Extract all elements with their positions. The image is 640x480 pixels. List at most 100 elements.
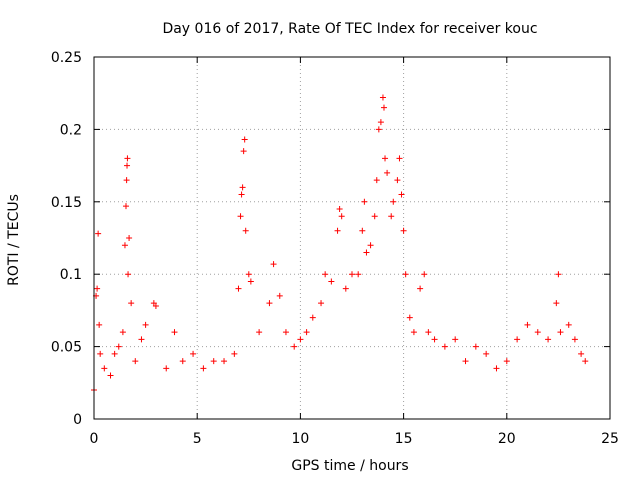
data-points bbox=[91, 94, 589, 394]
x-axis-label: GPS time / hours bbox=[291, 458, 408, 474]
data-point bbox=[142, 321, 149, 328]
data-point bbox=[472, 343, 479, 350]
data-point bbox=[270, 261, 277, 268]
data-point bbox=[373, 177, 380, 184]
data-point bbox=[101, 365, 108, 372]
data-point bbox=[200, 365, 207, 372]
data-point bbox=[363, 249, 370, 256]
data-point bbox=[322, 271, 329, 278]
data-point bbox=[179, 358, 186, 365]
data-point bbox=[125, 271, 132, 278]
x-tick-label: 0 bbox=[90, 431, 99, 447]
grid-lines bbox=[94, 57, 610, 419]
data-point bbox=[152, 303, 159, 310]
data-point bbox=[336, 206, 343, 213]
data-point bbox=[410, 329, 417, 336]
data-point bbox=[309, 314, 316, 321]
data-point bbox=[578, 350, 585, 357]
data-point bbox=[163, 365, 170, 372]
y-tick-label: 0.05 bbox=[51, 340, 82, 356]
data-point bbox=[396, 155, 403, 162]
y-tick-label: 0.2 bbox=[60, 122, 82, 138]
data-point bbox=[557, 329, 564, 336]
data-point bbox=[402, 271, 409, 278]
data-point bbox=[256, 329, 263, 336]
data-point bbox=[417, 285, 424, 292]
data-point bbox=[276, 292, 283, 299]
data-point bbox=[240, 148, 247, 155]
data-point bbox=[123, 177, 130, 184]
data-point bbox=[282, 329, 289, 336]
data-point bbox=[318, 300, 325, 307]
data-point bbox=[124, 162, 131, 169]
y-tick-label: 0.25 bbox=[51, 50, 82, 66]
data-point bbox=[126, 235, 133, 241]
data-point bbox=[121, 242, 128, 249]
data-point bbox=[128, 300, 135, 307]
data-point bbox=[124, 155, 131, 162]
data-point bbox=[441, 343, 448, 350]
x-tick-label: 5 bbox=[193, 431, 202, 447]
data-point bbox=[553, 300, 560, 307]
data-point bbox=[334, 227, 341, 234]
data-point bbox=[237, 213, 244, 220]
data-point bbox=[355, 271, 362, 278]
y-tick-label: 0.15 bbox=[51, 195, 82, 211]
data-point bbox=[371, 213, 378, 220]
data-point bbox=[107, 372, 114, 379]
x-tick-label: 25 bbox=[601, 431, 619, 447]
data-point bbox=[95, 230, 102, 237]
data-point bbox=[242, 227, 249, 234]
data-point bbox=[122, 203, 129, 210]
data-point bbox=[171, 329, 178, 336]
data-point bbox=[379, 94, 386, 101]
data-point bbox=[303, 329, 310, 336]
data-point bbox=[582, 358, 589, 365]
y-tick-label: 0.1 bbox=[60, 267, 82, 283]
data-point bbox=[406, 314, 413, 321]
data-point bbox=[377, 119, 384, 126]
data-point bbox=[421, 271, 428, 278]
data-point bbox=[94, 285, 101, 292]
data-point bbox=[247, 278, 254, 285]
data-point bbox=[138, 336, 145, 343]
data-point bbox=[190, 350, 197, 357]
data-point bbox=[297, 336, 304, 343]
data-point bbox=[452, 336, 459, 343]
data-point bbox=[534, 329, 541, 336]
data-point bbox=[119, 329, 126, 336]
y-axis-label: ROTI / TECUs bbox=[6, 194, 22, 286]
data-point bbox=[571, 336, 578, 343]
data-point bbox=[115, 343, 122, 350]
data-point bbox=[398, 191, 405, 198]
data-point bbox=[239, 184, 246, 191]
data-point bbox=[388, 213, 395, 220]
y-tick-label: 0 bbox=[73, 412, 82, 428]
data-point bbox=[238, 191, 245, 198]
data-point bbox=[361, 198, 368, 205]
data-point bbox=[221, 358, 228, 365]
data-point bbox=[394, 177, 401, 184]
data-point bbox=[338, 213, 345, 220]
data-point bbox=[380, 104, 387, 111]
data-point bbox=[241, 136, 248, 143]
data-point bbox=[565, 321, 572, 328]
data-point bbox=[400, 227, 407, 234]
data-point bbox=[266, 300, 273, 307]
data-point bbox=[235, 285, 242, 292]
data-point bbox=[210, 358, 217, 365]
data-point bbox=[384, 169, 391, 176]
data-point bbox=[291, 343, 298, 350]
data-point bbox=[493, 365, 500, 372]
data-point bbox=[245, 271, 252, 278]
data-point bbox=[328, 278, 335, 285]
chart-title: Day 016 of 2017, Rate Of TEC Index for r… bbox=[162, 21, 537, 37]
data-point bbox=[342, 285, 349, 292]
x-tick-label: 15 bbox=[395, 431, 413, 447]
data-point bbox=[367, 242, 374, 249]
data-point bbox=[382, 155, 389, 162]
data-point bbox=[483, 350, 490, 357]
data-point bbox=[359, 227, 366, 234]
data-point bbox=[375, 126, 382, 133]
